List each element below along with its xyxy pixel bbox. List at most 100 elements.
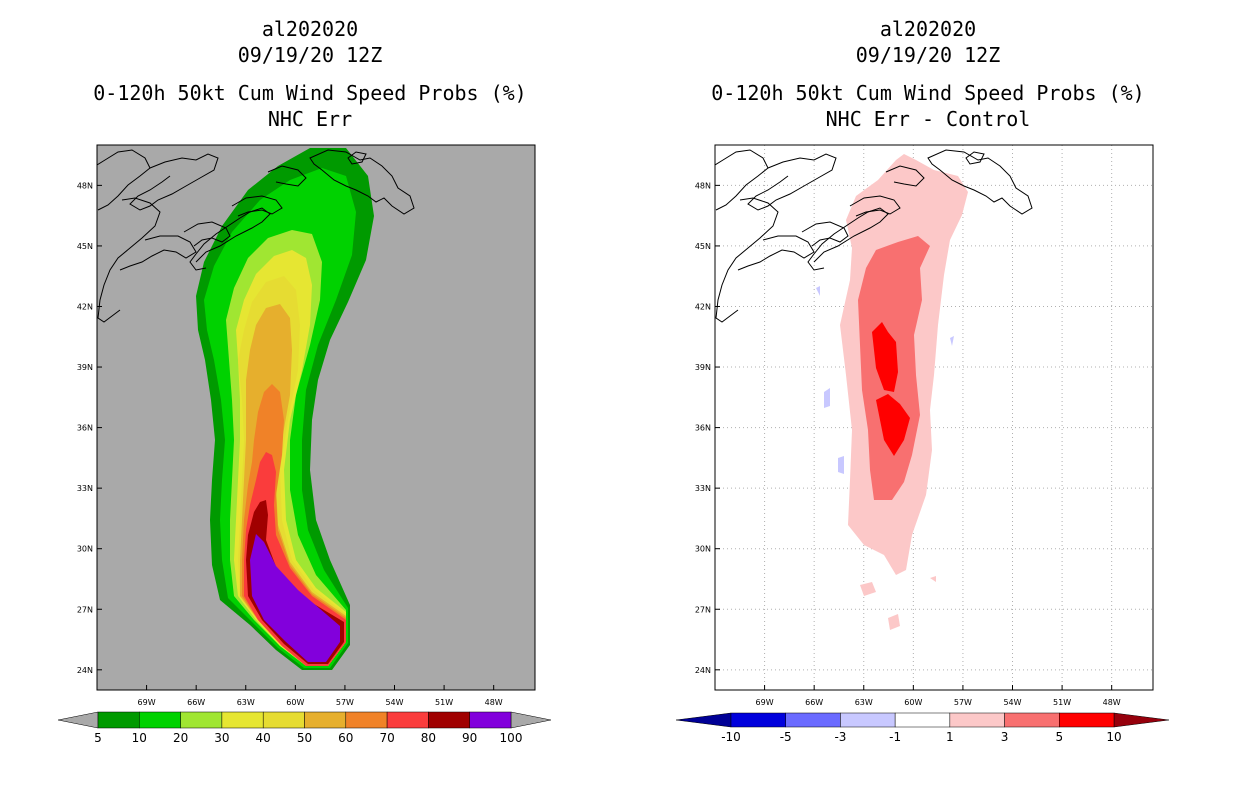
right-x-tick-label: 69W	[756, 698, 774, 707]
right-colorbar-label: -1	[889, 730, 901, 744]
right-y-tick-label: 30N	[695, 545, 711, 554]
right-colorbar-swatch	[949, 712, 1005, 728]
right-colorbar-label: 10	[1106, 730, 1121, 744]
right-contour-neg-blob-c	[816, 286, 820, 296]
left-colorbar-label: 50	[297, 731, 312, 745]
right-colorbar-high-arrow	[1113, 712, 1170, 728]
right-title-datetime: 09/19/20 12Z	[855, 43, 1001, 67]
right-colorbar-low-arrow	[675, 712, 732, 728]
right-y-tick-label: 36N	[695, 424, 711, 433]
right-title-variant: NHC Err - Control	[825, 107, 1031, 131]
right-x-tick-label: 63W	[855, 698, 873, 707]
left-colorbar-label: 80	[421, 731, 436, 745]
right-contour-1-to-3-blob-c	[930, 576, 936, 582]
left-contour-100pct	[250, 534, 340, 662]
right-y-tick-label: 33N	[695, 484, 711, 493]
left-x-tick-label: 63W	[237, 698, 255, 707]
right-colorbar-swatch	[894, 712, 951, 728]
right-contour-neg-blob-a	[824, 388, 830, 408]
right-x-tick-label: 57W	[954, 698, 972, 707]
left-map-frame	[96, 144, 536, 691]
right-panel: 69W 66W 63W 60W 57W 54W 51W 48W 48N 45N 42N 39N 36N 3…	[675, 144, 1170, 744]
left-colorbar-label: 90	[462, 731, 477, 745]
right-colorbar: -10 -5 -3 -1 1 3 5 10	[675, 712, 1170, 744]
right-title-product: 0-120h 50kt Cum Wind Speed Probs (%)	[711, 81, 1145, 105]
left-y-tick-label: 30N	[77, 545, 93, 554]
right-colorbar-swatch	[1059, 712, 1115, 728]
left-x-tick-label: 60W	[286, 698, 304, 707]
left-x-tick-label: 48W	[485, 698, 503, 707]
left-colorbar-swatch	[221, 711, 264, 729]
left-y-tick-label: 39N	[77, 363, 93, 372]
left-title-variant: NHC Err	[267, 107, 353, 131]
left-x-tick-label: 54W	[385, 698, 403, 707]
left-colorbar-label: 40	[256, 731, 271, 745]
left-colorbar-label: 100	[500, 731, 523, 745]
right-title-storm-id: al202020	[879, 17, 977, 41]
left-colorbar-label: 70	[379, 731, 394, 745]
right-y-tick-label: 27N	[695, 605, 711, 614]
right-contour-neg-blob-d	[950, 336, 954, 346]
right-colorbar-label: -10	[721, 730, 741, 744]
left-colorbar-swatch	[304, 711, 347, 729]
left-colorbar-swatch	[386, 711, 429, 729]
left-colorbar-label: 10	[132, 731, 147, 745]
left-x-tick-label: 66W	[187, 698, 205, 707]
left-colorbar: 5 10 20 30 40 50 60 70 80 90 100	[57, 711, 552, 745]
right-colorbar-label: -5	[780, 730, 792, 744]
left-colorbar-swatch	[469, 711, 512, 729]
left-colorbar-swatch	[428, 711, 470, 729]
left-colorbar-label: 60	[338, 731, 353, 745]
right-colorbar-label: 1	[946, 730, 954, 744]
right-y-tick-label: 24N	[695, 666, 711, 675]
right-difference-contours	[816, 154, 968, 630]
right-colorbar-swatch	[840, 712, 896, 728]
left-title-datetime: 09/19/20 12Z	[237, 43, 383, 67]
right-colorbar-swatch	[785, 712, 841, 728]
left-colorbar-low-arrow	[57, 711, 99, 729]
left-colorbar-swatch	[97, 711, 140, 729]
right-map-frame	[714, 144, 1154, 691]
left-colorbar-swatch	[345, 711, 388, 729]
left-title-product: 0-120h 50kt Cum Wind Speed Probs (%)	[93, 81, 527, 105]
left-colorbar-high-arrow	[510, 711, 552, 729]
left-y-tick-label: 45N	[77, 242, 93, 251]
left-y-tick-label: 33N	[77, 484, 93, 493]
right-y-tick-label: 45N	[695, 242, 711, 251]
left-y-tick-label: 42N	[77, 302, 93, 311]
left-title: al202020 09/19/20 12Z 0-120h 50kt Cum Wi…	[0, 16, 620, 132]
left-x-tick-label: 51W	[435, 698, 453, 707]
right-contour-neg-blob-b	[838, 456, 844, 474]
left-title-storm-id: al202020	[261, 17, 359, 41]
right-contour-1-to-3-blob-b	[888, 614, 900, 630]
right-title: al202020 09/19/20 12Z 0-120h 50kt Cum Wi…	[618, 16, 1236, 132]
right-contour-1-to-3-blob-a	[860, 582, 876, 596]
left-x-tick-label: 57W	[336, 698, 354, 707]
right-axes: 69W 66W 63W 60W 57W 54W 51W 48W 48N 45N 42N 39N 36N 3…	[695, 181, 1121, 707]
left-colorbar-label: 30	[214, 731, 229, 745]
right-y-tick-label: 48N	[695, 181, 711, 190]
right-colorbar-swatch	[1004, 712, 1060, 728]
right-contour-5-to-10-upper	[872, 322, 898, 392]
right-x-tick-label: 60W	[904, 698, 922, 707]
right-x-tick-label: 51W	[1053, 698, 1071, 707]
left-y-tick-label: 48N	[77, 181, 93, 190]
right-contour-5-to-10-lower	[876, 394, 910, 456]
right-colorbar-swatch	[730, 712, 786, 728]
left-colorbar-label: 5	[94, 731, 102, 745]
right-x-tick-label: 54W	[1003, 698, 1021, 707]
left-axes: 69W 66W 63W 60W 57W 54W 51W 48W 48N 45N 42N 39N 36N 3…	[77, 181, 503, 707]
left-y-tick-label: 24N	[77, 666, 93, 675]
left-colorbar-swatch	[180, 711, 223, 729]
right-colorbar-label: 3	[1001, 730, 1009, 744]
left-colorbar-label: 20	[173, 731, 188, 745]
left-colorbar-swatch	[139, 711, 181, 729]
right-y-tick-label: 39N	[695, 363, 711, 372]
left-colorbar-swatch	[262, 711, 305, 729]
right-colorbar-label: 5	[1055, 730, 1063, 744]
left-panel: 69W 66W 63W 60W 57W 54W 51W 48W 48N 45N 42N 39N 36N 3…	[57, 144, 552, 745]
right-x-tick-label: 66W	[805, 698, 823, 707]
left-y-tick-label: 36N	[77, 424, 93, 433]
left-y-tick-label: 27N	[77, 605, 93, 614]
